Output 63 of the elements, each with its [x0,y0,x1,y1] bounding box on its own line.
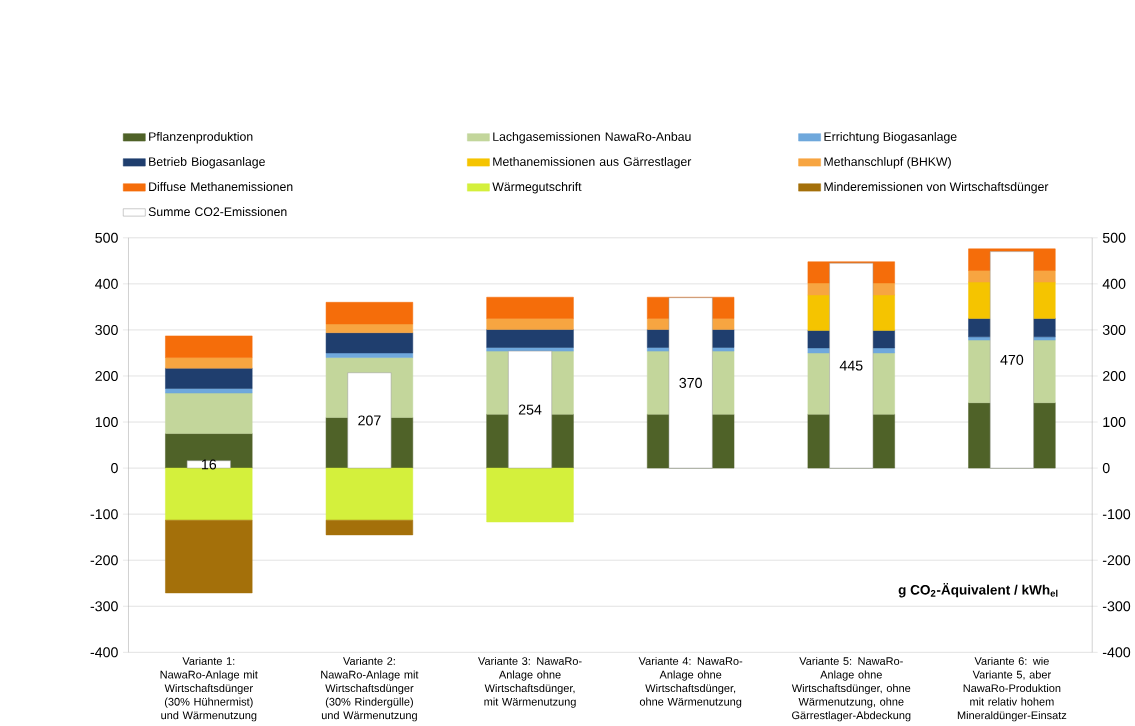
legend-label: Summe CO2-Emissionen [148,207,287,217]
legend-label: Betrieb Biogasanlage [149,157,265,169]
data-label: 470 [1000,355,1024,366]
y-tick-label: 100 [95,417,118,428]
y-tick-label: 400 [95,279,118,290]
legend-label: Errichtung Biogasanlage [824,132,957,144]
bar [325,520,414,536]
annotation: g CO$_{2}$-Äquivalent / kWh$_{el}$ [898,583,1058,598]
data-label: 16 [201,459,217,470]
y2-tick-label: 0 [1102,463,1110,474]
y2-tick-label: -400 [1102,647,1131,658]
x-tick-label: Variante 5: NawaRo-Anlage ohne Wirtschaftsdünger, ohne Wärmenutzung, ohne Gärrestlager-Abdeckung [791,657,911,722]
x-tick-label: Variante 4: NawaRo-Anlage ohne Wirtschaftsdünger, ohne Wärmenutzung [638,657,743,708]
y2-tick-label: 500 [1102,232,1126,243]
y2-tick-label: 100 [1103,417,1126,428]
bar [486,297,574,319]
y-tick-label: 200 [95,371,118,382]
legend-label: Wärmegutschrift [492,182,582,194]
y2-tick-label: -100 [1102,509,1131,520]
data-label: 254 [518,404,542,415]
bar [989,251,1034,469]
y2-tick-label: -200 [1102,555,1131,566]
bar [165,388,253,394]
y-tick-label: -400 [90,647,118,658]
bar [325,302,414,325]
y-tick-label: 300 [95,325,118,336]
bar [486,467,574,523]
legend-label: Lachgasemissionen NawaRo-Anbau [493,132,691,144]
bar [668,297,713,469]
y2-tick-label: -300 [1102,601,1131,612]
legend-label: Methanschlupf (BHKW) [824,157,951,169]
legend-label: Methanemissionen aus Gärrestlager [493,157,692,169]
bar [165,357,253,369]
bar [165,335,253,358]
y2-tick-label: 200 [1103,371,1126,382]
legend-label: Diffuse Methanemissionen [149,182,293,192]
bar [508,351,552,469]
bar [325,467,414,521]
data-label: 370 [679,378,702,389]
bar [165,368,253,389]
bar [165,392,253,434]
legend-label: Minderemissionen von Wirtschaftsdünger [824,182,1049,194]
y-tick-label: 500 [95,232,118,243]
legend-label: Pflanzenproduktion [149,132,253,144]
y-tick-label: -100 [90,509,118,520]
y-tick-label: -200 [90,555,118,566]
y2-tick-label: 300 [1102,325,1126,336]
data-label: 207 [358,415,381,426]
x-tick-label: Variante 3: NawaRo-Anlage ohne Wirtschaftsdünger, mit Wärmenutzung [478,657,582,708]
bar [186,460,231,469]
data-label: 445 [839,360,863,371]
x-tick-label: Variante 1: NawaRo-Anlage mit Wirtschaftsdünger (30% Hühnermist) und Wärmenutzung [160,657,258,722]
bar [347,372,392,469]
bar [165,520,253,594]
bar [486,318,574,330]
x-tick-label: Variante 6: wie Variante 5, aber NawaRo-Produktion mit relativ hohem Mineraldünger-Einsatz [957,657,1067,722]
y-tick-label: 0 [111,463,118,474]
y-tick-label: -300 [90,601,118,612]
y2-tick-label: 400 [1102,279,1126,290]
bar [325,332,414,354]
bar [486,329,574,348]
bar [829,263,874,469]
x-tick-label: Variante 2: NawaRo-Anlage mit Wirtschaftsdünger (30% Rindergülle) und Wärmenutzung [321,657,419,722]
